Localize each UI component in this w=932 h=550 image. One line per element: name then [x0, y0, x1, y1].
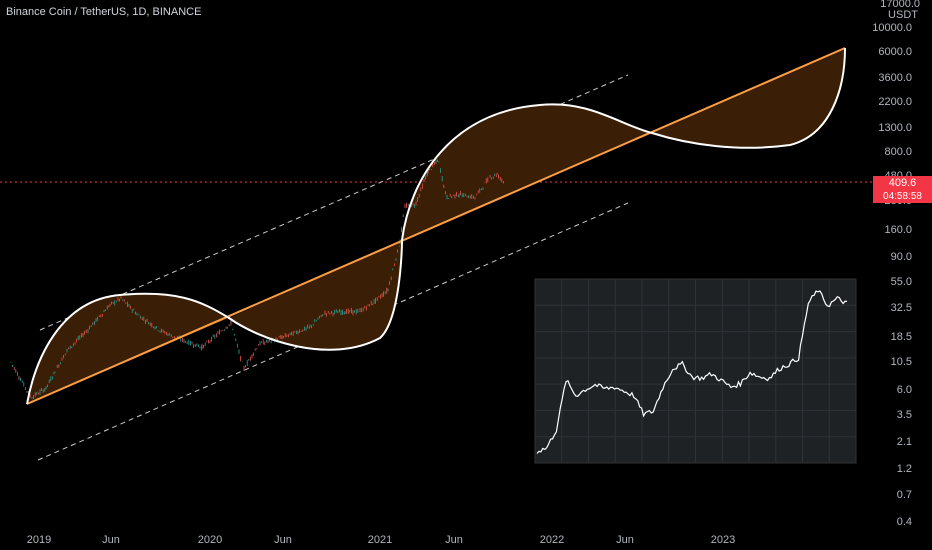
price-tick-label: 90.0	[891, 251, 912, 263]
price-tick-label: 800.0	[884, 146, 912, 158]
inset-chart	[534, 278, 857, 464]
price-tick-label: 10000.0	[872, 22, 912, 34]
time-tick-label: Jun	[445, 534, 463, 546]
time-axis[interactable]: 2019 Jun 2020 Jun 2021 Jun 2022 Jun 2023	[27, 534, 735, 546]
price-axis[interactable]: 17000.0 USDT 6000.0 3600.0 2200.0 1300.0 800…	[872, 0, 920, 528]
price-tick-label: 6.0	[897, 384, 912, 396]
trend-line	[26, 47, 846, 405]
time-tick-label: 2023	[711, 534, 735, 546]
price-tick-label: 32.5	[891, 302, 912, 314]
countdown-tag: 04:58:58	[873, 190, 932, 203]
price-tick-label: 1.2	[897, 463, 912, 475]
price-tick-label: 10.5	[891, 356, 912, 368]
time-tick-label: 2020	[198, 534, 222, 546]
price-tick-label: 2200.0	[878, 96, 912, 108]
time-tick-label: 2019	[27, 534, 51, 546]
sine-curve-fill	[27, 48, 845, 404]
price-axis-top-label: 17000.0	[880, 0, 920, 10]
price-tick-label: 18.5	[891, 331, 912, 343]
time-tick-label: Jun	[616, 534, 634, 546]
price-tick-label: 3.5	[897, 409, 912, 421]
time-tick-label: Jun	[102, 534, 120, 546]
price-tick-label: 1300.0	[878, 122, 912, 134]
time-tick-label: 2022	[540, 534, 564, 546]
inset-series-line	[536, 290, 848, 454]
time-tick-label: 2021	[368, 534, 392, 546]
sine-curve	[26, 47, 846, 405]
price-tick-label: 6000.0	[878, 46, 912, 58]
price-axis-unit: USDT	[888, 9, 918, 21]
chart-title: Binance Coin / TetherUS, 1D, BINANCE	[6, 6, 202, 18]
price-tick-label: 3600.0	[878, 72, 912, 84]
price-tick-label: 2.1	[897, 436, 912, 448]
time-tick-label: Jun	[274, 534, 292, 546]
price-tick-label: 55.0	[891, 276, 912, 288]
price-candles	[10, 159, 504, 400]
price-tick-label: 160.0	[884, 224, 912, 236]
price-tick-label: 0.4	[897, 516, 912, 528]
current-price-tag: 409.6	[873, 176, 932, 190]
price-tick-label: 0.7	[897, 489, 912, 501]
